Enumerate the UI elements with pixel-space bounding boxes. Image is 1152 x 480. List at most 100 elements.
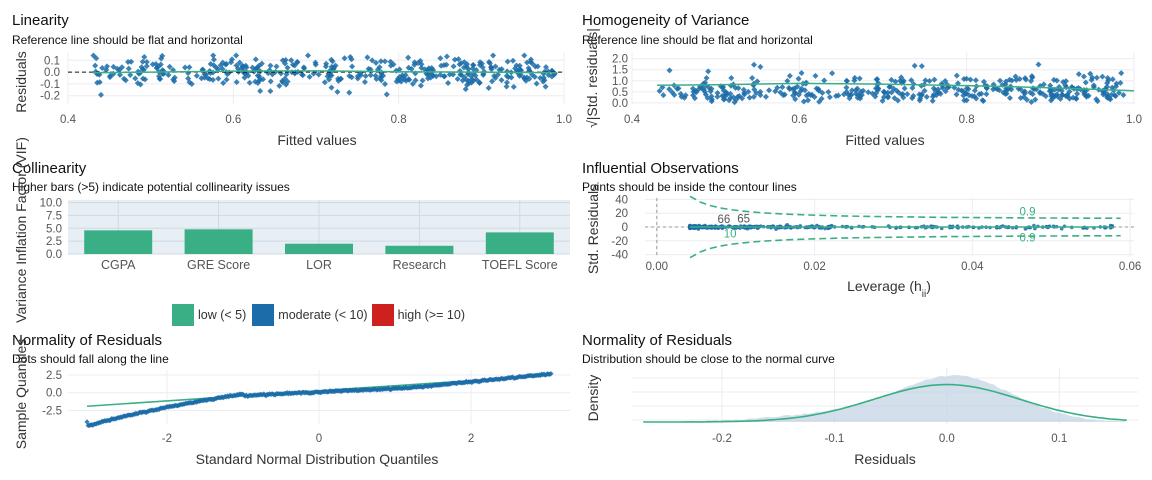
homogeneity-point	[1062, 78, 1069, 85]
linearity-point	[450, 71, 457, 78]
homogeneity-point	[978, 90, 985, 97]
linearity-point	[233, 79, 240, 86]
density-x-tick: -0.1	[824, 433, 844, 445]
linearity-subtitle: Reference line should be flat and horizo…	[12, 33, 243, 47]
homogeneity-point	[900, 77, 907, 84]
linearity-point	[186, 64, 193, 71]
linearity-point	[118, 64, 125, 71]
homogeneity-point	[719, 84, 726, 91]
legend-label-low: low (< 5)	[198, 308, 247, 322]
homogeneity-point	[669, 89, 676, 96]
linearity-point	[402, 72, 409, 79]
homogeneity-point	[816, 98, 823, 105]
linearity-point	[203, 71, 210, 78]
linearity-point	[451, 56, 458, 63]
influential-x-tick: 0.00	[646, 261, 668, 273]
point-label-10: 10	[724, 228, 737, 240]
linearity-point	[364, 54, 371, 61]
linearity-point	[527, 58, 534, 65]
linearity-point	[367, 72, 374, 79]
homogeneity-point	[953, 91, 960, 98]
linearity-point	[279, 57, 286, 64]
linearity-point	[365, 65, 372, 72]
homogeneity-point	[780, 92, 787, 99]
homogeneity-point	[786, 86, 793, 93]
linearity-point	[476, 79, 483, 86]
collinearity-y-tick: 10.0	[40, 198, 62, 210]
qq-x-tick: -2	[162, 433, 172, 445]
linearity-point	[468, 76, 475, 83]
linearity-point	[488, 66, 495, 73]
influential-x-label-subscript: ii	[922, 289, 926, 300]
linearity-point	[127, 72, 134, 79]
linearity-point	[137, 81, 144, 88]
vif-bar-cgpa	[84, 230, 153, 254]
homogeneity-point	[708, 93, 715, 100]
legend-item-low: low (< 5)	[172, 304, 250, 326]
collinearity-subtitle: Higher bars (>5) indicate potential coll…	[12, 180, 290, 194]
homogeneity-point	[918, 91, 925, 98]
linearity-x-tick: 1.0	[556, 114, 572, 126]
homogeneity-point	[1081, 89, 1088, 96]
linearity-point	[213, 64, 220, 71]
homogeneity-point	[1088, 77, 1095, 84]
homogeneity-x-label: Fitted values	[845, 132, 924, 148]
linearity-point	[328, 72, 335, 79]
homogeneity-point	[880, 88, 887, 95]
homogeneity-point	[880, 94, 887, 101]
homogeneity-point	[751, 61, 758, 68]
homogeneity-point	[911, 62, 918, 69]
linearity-point	[408, 65, 415, 72]
linearity-point	[542, 64, 549, 71]
linearity-point	[312, 61, 319, 68]
homogeneity-point	[714, 93, 721, 100]
linearity-point	[139, 58, 146, 65]
linearity-point	[220, 79, 227, 86]
linearity-point	[381, 80, 388, 87]
density-y-label: Density	[585, 375, 601, 422]
linearity-point	[540, 78, 547, 85]
collinearity-y-tick: 2.5	[46, 236, 62, 248]
collinearity-category-label: LOR	[306, 258, 332, 272]
homogeneity-point	[939, 85, 946, 92]
linearity-point	[243, 64, 250, 71]
linearity-point	[393, 78, 400, 85]
linearity-y-tick: 0.0	[44, 67, 60, 79]
density-subtitle: Distribution should be close to the norm…	[582, 352, 835, 366]
linearity-point	[215, 75, 222, 82]
linearity-point	[486, 60, 493, 67]
density-x-tick: 0.1	[1051, 433, 1067, 445]
contour-label-lower: 0.9	[1020, 233, 1036, 245]
qq-x-tick: 0	[316, 433, 322, 445]
homogeneity-point	[996, 87, 1003, 94]
linearity-point	[372, 72, 379, 79]
linearity-point	[503, 83, 510, 90]
homogeneity-point	[1022, 75, 1029, 82]
influential-y-tick: -40	[611, 250, 628, 262]
linearity-point	[284, 64, 291, 71]
homogeneity-point	[1028, 98, 1035, 105]
linearity-y-label: Residuals	[13, 51, 29, 112]
influential-y-tick: 0	[622, 222, 628, 234]
point-label-66: 66	[717, 214, 730, 226]
homogeneity-point	[1070, 94, 1077, 101]
linearity-point	[210, 52, 217, 59]
homogeneity-point	[1099, 73, 1106, 80]
linearity-point	[450, 63, 457, 70]
homogeneity-point	[1104, 83, 1111, 90]
homogeneity-point	[960, 88, 967, 95]
homogeneity-point	[1064, 93, 1071, 100]
homogeneity-point	[812, 72, 819, 79]
linearity-y-tick: -0.2	[40, 91, 60, 103]
linearity-point	[521, 75, 528, 82]
linearity-point	[533, 80, 540, 87]
linearity-point	[362, 73, 369, 80]
homogeneity-point	[1066, 88, 1073, 95]
linearity-point	[92, 62, 99, 69]
homogeneity-point	[1039, 91, 1046, 98]
linearity-point	[322, 63, 329, 70]
linearity-point	[498, 77, 505, 84]
homogeneity-point	[1080, 73, 1087, 80]
linearity-point	[288, 57, 295, 64]
qq-y-tick: 0.0	[46, 388, 62, 400]
